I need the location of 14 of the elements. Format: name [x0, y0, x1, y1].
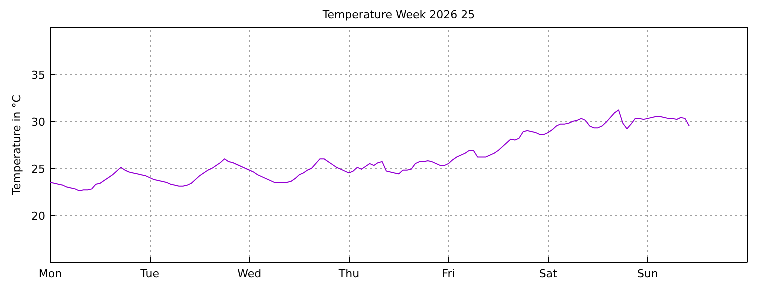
- x-tick-label: Wed: [238, 268, 262, 280]
- chart-title: Temperature Week 2026 25: [322, 8, 476, 22]
- y-tick-label: 20: [32, 210, 46, 223]
- x-tick-label: Tue: [140, 268, 160, 280]
- line-series: [50, 110, 690, 192]
- y-tick-label: 30: [32, 116, 46, 129]
- x-tick-label: Mon: [38, 268, 62, 280]
- x-tick-label: Fri: [442, 268, 456, 280]
- y-tick-label: 25: [32, 163, 46, 176]
- x-tick-label: Sun: [637, 268, 658, 280]
- y-axis-title: Temperature in °C: [10, 94, 24, 196]
- y-tick-label: 35: [32, 69, 46, 82]
- x-tick-label: Sat: [539, 268, 558, 280]
- x-tick-label: Thu: [338, 268, 360, 280]
